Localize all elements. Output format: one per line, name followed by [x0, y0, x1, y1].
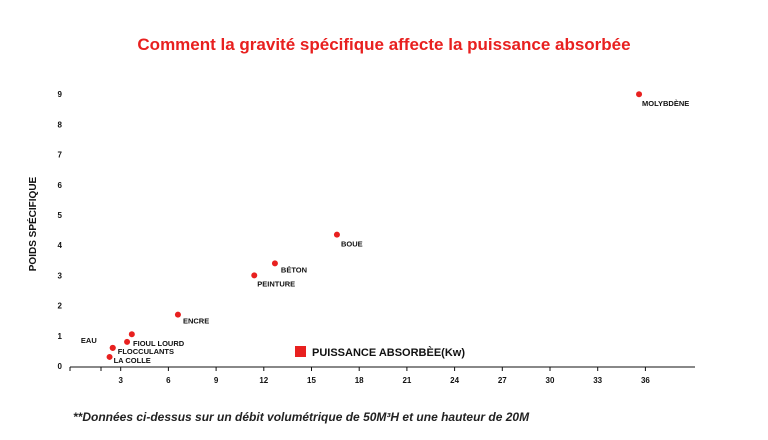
y-tick-label: 5: [58, 211, 63, 220]
x-tick-label: 15: [307, 376, 316, 385]
point-label: MOLYBDÈNE: [642, 99, 689, 108]
data-point: [251, 272, 258, 279]
point-label: BOUE: [341, 240, 363, 249]
data-point: [271, 260, 278, 267]
chart-title: Comment la gravité spécifique affecte la…: [137, 35, 631, 54]
footnote: **Données ci-dessus sur un débit volumét…: [73, 410, 530, 424]
data-point: [174, 311, 181, 318]
x-tick-label: 3: [118, 376, 123, 385]
data-point: [333, 231, 340, 238]
x-tick-label: 30: [546, 376, 555, 385]
x-tick-label: 12: [259, 376, 268, 385]
x-tick-label: 6: [166, 376, 171, 385]
x-axis-ticks: 3 6 9 12 15 18 21 24 27 30 33 36: [69, 367, 650, 385]
x-tick-label: 9: [214, 376, 219, 385]
y-tick-label: 8: [58, 120, 63, 129]
y-tick-label: 2: [58, 302, 63, 311]
y-tick-label: 3: [58, 271, 63, 280]
x-tick-label: 18: [355, 376, 364, 385]
point-label: BÉTON: [281, 265, 307, 274]
data-point: [128, 331, 135, 338]
data-point: [106, 353, 113, 360]
point-label: LA COLLE: [114, 356, 151, 365]
point-label: FIOUL LOURD: [133, 339, 185, 348]
data-point: [124, 338, 131, 345]
y-tick-label: 7: [58, 151, 63, 160]
y-tick-label: 6: [58, 181, 63, 190]
data-point: [636, 91, 643, 98]
y-tick-label: 1: [58, 332, 63, 341]
legend-label: PUISSANCE ABSORBÈE(Kw): [312, 346, 465, 359]
x-tick-label: 27: [498, 376, 507, 385]
point-label: FLOCCULANTS: [118, 347, 174, 356]
point-label: ENCRE: [183, 317, 209, 326]
y-axis-ticks: 0 1 2 3 4 5 6 7 8 9: [58, 90, 63, 371]
point-label: PEINTURE: [257, 279, 295, 288]
x-tick-label: 36: [641, 376, 650, 385]
y-tick-label: 0: [58, 362, 63, 371]
legend-marker: [295, 346, 306, 357]
y-tick-label: 4: [58, 241, 63, 250]
x-tick-label: 33: [593, 376, 602, 385]
data-point: [109, 344, 116, 351]
x-tick-label: 24: [450, 376, 459, 385]
y-tick-label: 9: [58, 90, 63, 99]
point-label: EAU: [81, 336, 97, 345]
x-tick-label: 21: [402, 376, 411, 385]
y-axis-label: POIDS SPÉCIFIQUE: [26, 176, 39, 271]
legend: PUISSANCE ABSORBÈE(Kw): [295, 346, 465, 359]
